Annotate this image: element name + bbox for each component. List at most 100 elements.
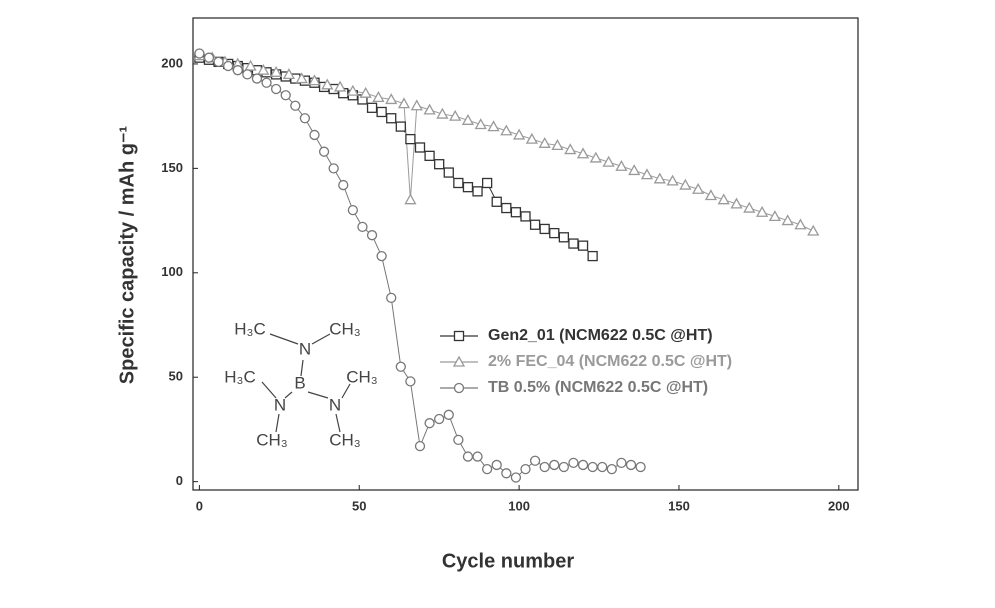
marker [282,68,296,80]
marker [423,103,436,115]
molecule-label: CH₃ [329,319,360,338]
marker [564,143,577,155]
marker [414,440,426,452]
marker [491,196,502,207]
marker [436,107,449,119]
marker [520,463,531,475]
bond [261,381,277,399]
marker [616,457,627,468]
marker [491,459,502,471]
marker [357,221,368,232]
marker [434,413,445,425]
marker [295,72,308,84]
marker [781,214,794,226]
marker [481,463,493,475]
marker [309,129,320,141]
marker [589,151,602,163]
x-tick-label: 100 [508,498,530,513]
legend-label: Gen2_01 (NCM622 0.5C @HT) [488,327,713,344]
marker [376,106,387,118]
marker [321,78,334,90]
marker [434,159,445,170]
molecule-label: H₃C [224,367,255,386]
marker [359,86,372,98]
marker [539,223,550,235]
marker [462,182,474,193]
bond [300,359,304,377]
marker [395,121,406,132]
marker [576,147,590,159]
marker [539,461,550,473]
marker [538,136,551,148]
marker [520,211,531,222]
y-tick-label: 0 [176,473,183,488]
x-tick-label: 200 [828,498,850,513]
marker [587,250,598,262]
y-tick-label: 200 [161,55,183,70]
marker [602,155,615,167]
marker [449,109,462,121]
marker [577,240,589,251]
marker [558,232,570,243]
bond [269,333,299,345]
marker [397,97,411,109]
molecule-label: CH₃ [256,430,287,449]
marker [386,292,397,304]
marker [410,99,423,111]
molecule-label: N [274,395,286,414]
marker [395,361,406,372]
marker [755,205,769,217]
marker [597,461,608,473]
marker [223,60,234,72]
marker [299,113,311,124]
marker [414,142,426,153]
y-tick-label: 50 [169,369,183,384]
marker [372,91,385,103]
marker [244,59,257,71]
marker [405,376,416,387]
marker [474,118,487,130]
legend-marker [453,382,465,394]
marker [347,204,359,216]
marker [807,224,820,236]
x-axis-label: Cycle number [442,550,574,572]
marker [568,238,579,249]
bond [311,333,331,345]
marker [386,113,397,124]
marker [453,434,464,446]
legend-label: TB 0.5% (NCM622 0.5C @HT) [488,379,708,396]
marker [405,133,416,145]
legend-marker [452,355,466,367]
marker [525,132,538,144]
legend-label: 2% FEC_04 (NCM622 0.5C @HT) [488,353,732,370]
marker [203,52,215,63]
marker [549,227,560,239]
marker [628,164,641,176]
marker [453,177,464,189]
molecule-label: N [299,339,311,358]
marker [501,468,512,479]
marker [328,163,339,174]
marker [717,193,730,205]
legend-marker [453,330,465,342]
series-line [199,53,641,479]
marker [376,250,387,262]
marker [251,73,263,84]
marker [481,177,493,189]
marker [551,139,564,151]
marker [500,124,513,136]
marker [232,65,243,76]
marker [366,102,378,113]
marker [510,207,522,218]
marker [346,84,359,96]
molecule-label: N [329,395,341,414]
marker [338,179,349,191]
marker [635,461,646,473]
bond [307,391,329,399]
marker [615,159,628,171]
marker [462,451,474,462]
bond [335,413,341,433]
marker [333,80,347,92]
